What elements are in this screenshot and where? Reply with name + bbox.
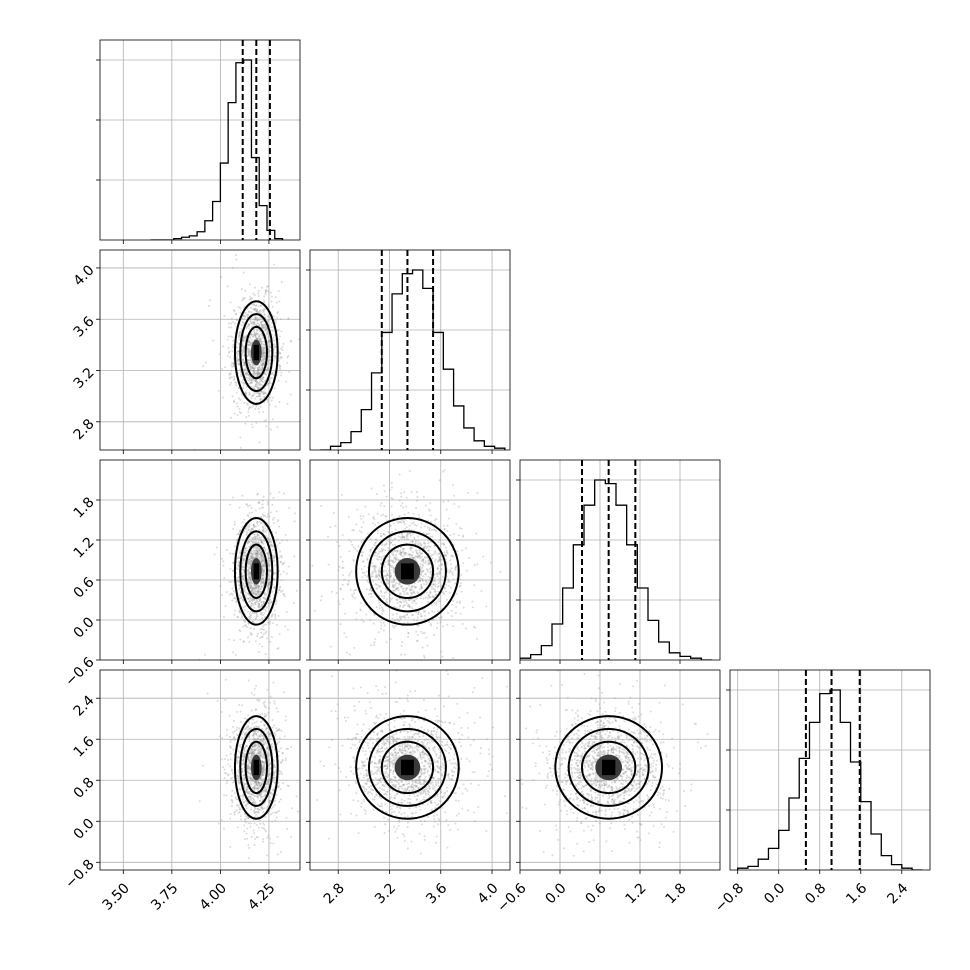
density-contour-2 <box>380 543 435 599</box>
panel-1-0: 2.8 3.2 3.6 4.0 <box>71 249 301 454</box>
density-contour-2 <box>380 740 435 795</box>
x-tick-label: 0.0 <box>543 880 570 907</box>
y-tick-label: 3.2 <box>71 365 98 392</box>
y-tick-label: −0.8 <box>62 857 97 892</box>
panel-3-1: 2.8 3.2 3.6 4.0 <box>306 669 511 907</box>
x-tick-label: 0.0 <box>761 880 788 907</box>
density-contour-1 <box>239 530 274 613</box>
panel-frame <box>309 249 511 451</box>
x-tick-label: 3.50 <box>100 880 133 913</box>
x-tick-label: 0.6 <box>583 880 610 907</box>
density-contour-2 <box>581 740 637 795</box>
x-tick-label: 1.2 <box>623 880 650 907</box>
density-contour-1 <box>367 727 447 807</box>
y-tick-label: 1.2 <box>71 534 98 561</box>
y-tick-label: 0.6 <box>71 574 98 601</box>
panel-frame <box>729 669 931 871</box>
x-tick-label: 2.4 <box>884 880 911 907</box>
histogram-2 <box>520 479 712 660</box>
density-contour-1 <box>239 727 274 807</box>
x-tick-label: 3.2 <box>372 880 399 907</box>
density-contour-1 <box>367 530 447 613</box>
y-tick-label: −0.6 <box>62 654 97 689</box>
panel-frame <box>99 39 301 241</box>
y-tick-label: 1.6 <box>71 734 98 761</box>
scatter-points <box>520 670 709 857</box>
histogram-0 <box>150 59 284 240</box>
x-tick-label: 3.75 <box>148 880 181 913</box>
density-contour-1 <box>239 313 274 393</box>
x-tick-label: 4.00 <box>197 880 230 913</box>
panel-2-1 <box>306 459 511 664</box>
density-peak <box>401 563 414 580</box>
density-peak <box>253 563 259 580</box>
y-tick-label: 2.4 <box>71 692 98 719</box>
x-tick-label: −0.8 <box>712 880 747 915</box>
panel-frame <box>519 459 721 661</box>
panel-frame <box>99 249 301 451</box>
density-contour-0 <box>233 300 279 405</box>
panel-3-0: 3.50 3.75 4.00 4.25 −0.8 0.0 0.8 1.6 2.4 <box>62 669 301 914</box>
panel-0-0 <box>96 39 301 244</box>
panel-frame <box>309 459 511 661</box>
x-tick-label: 0.8 <box>802 880 829 907</box>
panel-3-3: −0.8 0.0 0.8 1.6 2.4 <box>712 669 931 916</box>
density-contour-2 <box>244 740 268 795</box>
x-tick-label: 1.6 <box>843 880 870 907</box>
y-tick-label: 2.8 <box>71 416 98 443</box>
density-contour-2 <box>244 325 268 380</box>
density-contour-2 <box>244 543 268 599</box>
x-tick-label: 4.25 <box>245 880 278 913</box>
x-tick-label: −0.6 <box>494 880 529 915</box>
x-tick-label: 3.6 <box>423 880 450 907</box>
panel-frame <box>309 669 511 871</box>
histogram-1 <box>320 269 506 450</box>
y-tick-label: 4.0 <box>71 262 98 289</box>
density-contour-0 <box>233 517 279 626</box>
density-contour-1 <box>567 727 650 807</box>
y-tick-label: 1.8 <box>71 494 98 521</box>
panel-1-1 <box>306 249 511 454</box>
panel-frame <box>519 669 721 871</box>
density-peak <box>253 759 259 776</box>
density-contour-0 <box>355 715 460 820</box>
density-contour-0 <box>554 715 664 820</box>
panel-frame <box>99 669 301 871</box>
panel-frame <box>99 459 301 661</box>
panel-2-0: −0.6 0.0 0.6 1.2 1.8 <box>62 459 301 690</box>
panel-2-2 <box>516 459 721 664</box>
density-peak <box>253 344 259 361</box>
histogram-3 <box>737 689 923 870</box>
density-contour-0 <box>233 715 279 820</box>
x-tick-label: 2.8 <box>321 880 348 907</box>
x-tick-label: 1.8 <box>663 880 690 907</box>
y-tick-label: 0.0 <box>71 816 98 843</box>
density-peak <box>602 759 616 776</box>
y-tick-label: 3.6 <box>71 314 98 341</box>
density-contour-0 <box>355 517 460 626</box>
y-tick-label: 0.0 <box>71 614 98 641</box>
density-peak <box>401 759 414 776</box>
y-tick-label: 0.8 <box>71 775 98 802</box>
